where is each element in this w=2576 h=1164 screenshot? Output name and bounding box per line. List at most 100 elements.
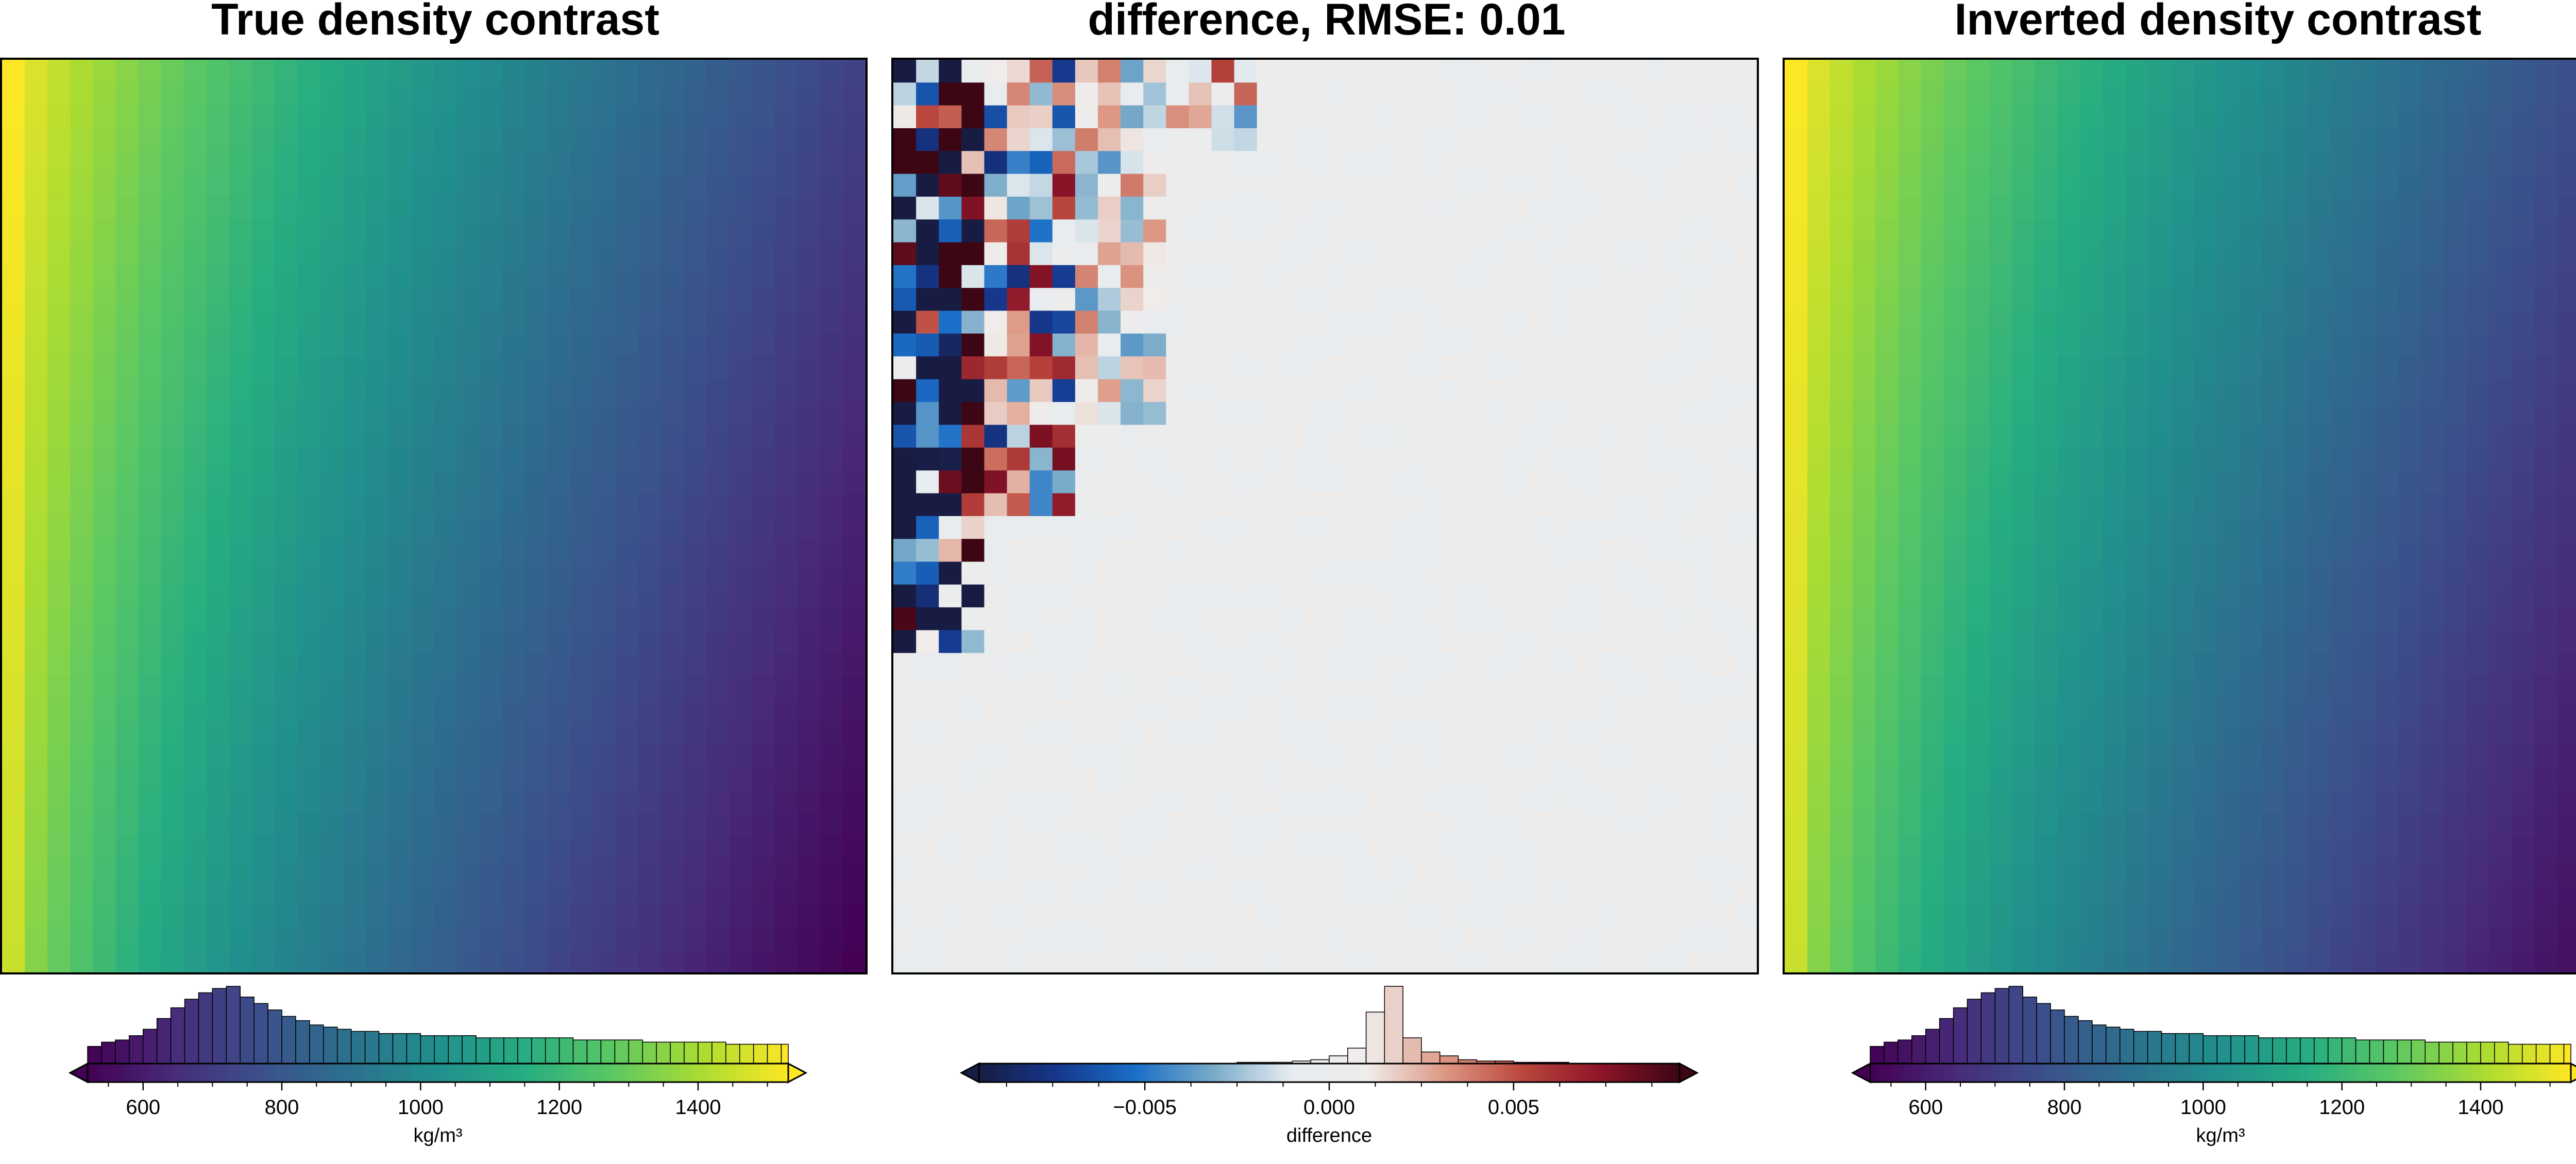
heatmap-cell: [1211, 539, 1235, 562]
heatmap-cell: [502, 676, 526, 699]
heatmap-cell: [774, 470, 798, 494]
heatmap-cell: [47, 790, 71, 813]
heatmap-cell: [752, 424, 775, 448]
colorbar-segment: [213, 1064, 218, 1082]
heatmap-cell: [1898, 356, 1922, 380]
heatmap-cell: [1921, 105, 1944, 129]
heatmap-cell: [1966, 539, 1990, 562]
heatmap-cell: [2103, 128, 2126, 151]
colorbar-segment: [672, 1064, 677, 1082]
heatmap-cell: [183, 105, 207, 129]
heatmap-cell: [2035, 767, 2058, 791]
heatmap-cell: [47, 356, 71, 380]
colorbar-segment: [196, 1064, 200, 1082]
heatmap-cell: [2, 835, 25, 859]
heatmap-cell: [2284, 630, 2308, 654]
heatmap-cell: [820, 812, 843, 836]
heatmap-cell: [1189, 721, 1212, 745]
heatmap-cell: [2512, 196, 2535, 220]
heatmap-cell: [2444, 82, 2467, 106]
heatmap-cell: [2103, 676, 2126, 699]
heatmap-cell: [1075, 60, 1098, 83]
heatmap-cell: [2375, 858, 2399, 882]
heatmap-cell: [1121, 904, 1144, 927]
heatmap-cell: [661, 356, 684, 380]
heatmap-cell: [547, 379, 571, 403]
heatmap-cell: [2375, 630, 2399, 654]
heatmap-cell: [434, 812, 457, 836]
heatmap-cell: [1438, 812, 1462, 836]
heatmap-cell: [1830, 105, 1853, 129]
heatmap-cell: [1166, 424, 1189, 448]
heatmap-cell: [1620, 516, 1644, 539]
heatmap-cell: [1234, 82, 1258, 106]
heatmap-cell: [2534, 242, 2558, 266]
heatmap-cell: [1348, 265, 1371, 288]
heatmap-cell: [1921, 288, 1944, 311]
heatmap-cell: [820, 676, 843, 699]
heatmap-cell: [25, 653, 48, 676]
heatmap-cell: [2398, 493, 2421, 517]
heatmap-cell: [1688, 288, 1712, 311]
heatmap-cell: [1966, 82, 1990, 106]
heatmap-cell: [320, 105, 344, 129]
heatmap-cell: [1711, 653, 1735, 676]
heatmap-cell: [1029, 379, 1053, 403]
heatmap-cell: [434, 516, 457, 539]
heatmap-cell: [893, 105, 917, 129]
heatmap-cell: [2420, 561, 2444, 585]
heatmap-cell: [2262, 949, 2285, 972]
heatmap-cell: [1711, 448, 1735, 471]
heatmap-cell: [2420, 516, 2444, 539]
heatmap-cell: [1052, 288, 1076, 311]
heatmap-cell: [2239, 949, 2262, 972]
heatmap-cell: [524, 311, 548, 334]
heatmap-cell: [229, 265, 252, 288]
heatmap-cell: [2216, 812, 2240, 836]
heatmap-cell: [2216, 835, 2240, 859]
heatmap-cell: [524, 858, 548, 882]
heatmap-cell: [2398, 424, 2421, 448]
heatmap-cell: [1029, 128, 1053, 151]
heatmap-cell: [1370, 128, 1394, 151]
heatmap-cell: [388, 174, 412, 197]
heatmap-cell: [1370, 949, 1394, 972]
heatmap-cell: [2330, 539, 2353, 562]
heatmap-cell: [1506, 356, 1530, 380]
heatmap-cell: [2, 128, 25, 151]
heatmap-cell: [2080, 561, 2104, 585]
heatmap-cell: [2489, 812, 2512, 836]
colorbar-segment: [388, 1064, 393, 1082]
heatmap-cell: [1506, 676, 1530, 699]
heatmap-cell: [161, 858, 184, 882]
heatmap-cell: [1438, 265, 1462, 288]
heatmap-cell: [2103, 927, 2126, 950]
heatmap-cell: [2125, 790, 2149, 813]
heatmap-cell: [1898, 288, 1922, 311]
heatmap-cell: [161, 881, 184, 904]
colorbar-segment: [105, 1064, 109, 1082]
colorbar-segment: [1108, 1064, 1113, 1082]
heatmap-cell: [161, 196, 184, 220]
heatmap-cell: [2125, 356, 2149, 380]
colorbar-segment: [490, 1064, 495, 1082]
heatmap-cell: [1506, 196, 1530, 220]
heatmap-cell: [93, 812, 116, 836]
heatmap-cell: [365, 676, 389, 699]
heatmap-cell: [729, 881, 753, 904]
colorbar-segment: [581, 1064, 586, 1082]
heatmap-cell: [592, 242, 616, 266]
heatmap-cell: [297, 767, 321, 791]
heatmap-cell: [2125, 927, 2149, 950]
heatmap-cell: [1461, 151, 1485, 175]
heatmap-cell: [47, 493, 71, 517]
heatmap-cell: [1189, 561, 1212, 585]
heatmap-cell: [1279, 151, 1303, 175]
colorbar-segment: [1189, 1064, 1193, 1082]
heatmap-cell: [25, 311, 48, 334]
heatmap-cell: [1734, 790, 1757, 813]
heatmap-cell: [93, 881, 116, 904]
heatmap-cell: [365, 82, 389, 106]
colorbar-segment: [1273, 1064, 1277, 1082]
heatmap-cell: [1853, 858, 1876, 882]
